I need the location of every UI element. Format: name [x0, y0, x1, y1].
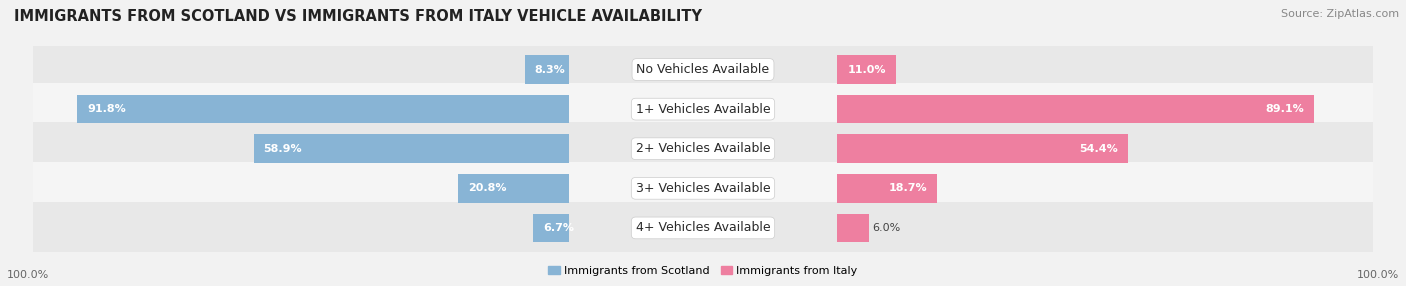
Bar: [253, 134, 569, 163]
Bar: [77, 95, 569, 123]
Bar: [34, 202, 1372, 254]
Text: 58.9%: 58.9%: [264, 144, 302, 154]
Bar: [458, 174, 569, 202]
Text: 2+ Vehicles Available: 2+ Vehicles Available: [636, 142, 770, 155]
Bar: [837, 214, 869, 242]
Bar: [34, 162, 1372, 215]
Bar: [837, 95, 1315, 123]
Bar: [837, 134, 1128, 163]
Legend: Immigrants from Scotland, Immigrants from Italy: Immigrants from Scotland, Immigrants fro…: [544, 262, 862, 281]
Text: 100.0%: 100.0%: [7, 270, 49, 280]
Text: 18.7%: 18.7%: [889, 183, 927, 193]
Bar: [34, 122, 1372, 175]
Text: 100.0%: 100.0%: [1357, 270, 1399, 280]
Text: 20.8%: 20.8%: [468, 183, 506, 193]
Bar: [837, 55, 896, 84]
Text: 1+ Vehicles Available: 1+ Vehicles Available: [636, 103, 770, 116]
Text: 11.0%: 11.0%: [848, 65, 886, 75]
Text: 54.4%: 54.4%: [1080, 144, 1118, 154]
Bar: [524, 55, 569, 84]
Text: 6.7%: 6.7%: [543, 223, 574, 233]
Text: Source: ZipAtlas.com: Source: ZipAtlas.com: [1281, 9, 1399, 19]
Bar: [837, 174, 936, 202]
Bar: [34, 83, 1372, 136]
Text: 6.0%: 6.0%: [872, 223, 901, 233]
Text: 8.3%: 8.3%: [534, 65, 565, 75]
Text: 91.8%: 91.8%: [87, 104, 127, 114]
Bar: [34, 43, 1372, 96]
Text: IMMIGRANTS FROM SCOTLAND VS IMMIGRANTS FROM ITALY VEHICLE AVAILABILITY: IMMIGRANTS FROM SCOTLAND VS IMMIGRANTS F…: [14, 9, 702, 23]
Text: No Vehicles Available: No Vehicles Available: [637, 63, 769, 76]
Bar: [533, 214, 569, 242]
Text: 4+ Vehicles Available: 4+ Vehicles Available: [636, 221, 770, 235]
Text: 89.1%: 89.1%: [1265, 104, 1305, 114]
Text: 3+ Vehicles Available: 3+ Vehicles Available: [636, 182, 770, 195]
